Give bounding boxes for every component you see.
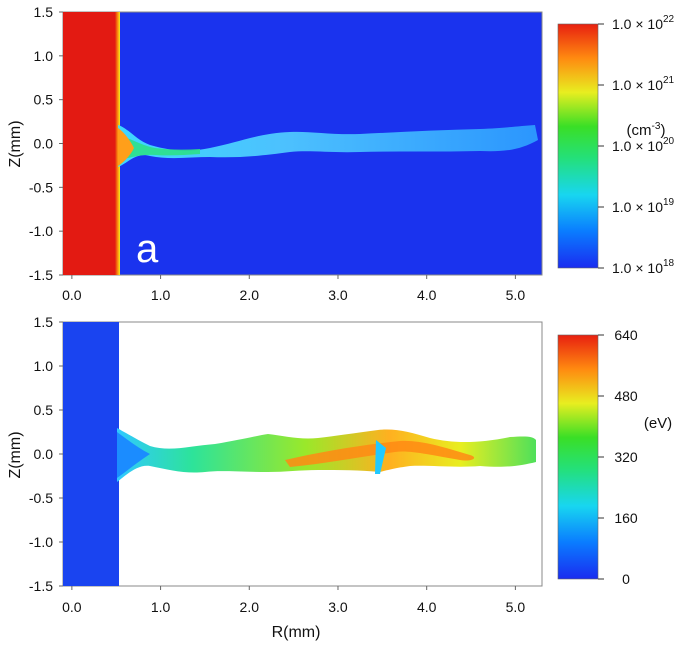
y-tick-label: -1.5: [29, 578, 53, 594]
colorbar-tick-label: 1.0 × 1022: [612, 14, 675, 32]
colorbar-unit-b: (eV): [644, 415, 672, 432]
x-tick-label: 0.0: [62, 599, 82, 615]
x-tick-label: 1.0: [151, 599, 171, 615]
colorbar-tick-label: 320: [614, 449, 638, 465]
colorbar-unit-a: (cm-3): [627, 121, 666, 139]
x-tick-label: 5.0: [506, 599, 526, 615]
y-tick-label: -0.5: [29, 179, 53, 195]
x-tick-label: 5.0: [506, 287, 526, 303]
y-tick-label: -1.5: [29, 267, 53, 283]
jet-branch-b: [375, 440, 386, 474]
y-tick-label: 1.0: [34, 48, 54, 64]
x-tick-label: 4.0: [417, 599, 437, 615]
x-tick-label: 3.0: [328, 599, 348, 615]
colorbar-tick-label: 160: [614, 510, 638, 526]
colorbar-tick-label: 640: [614, 327, 638, 343]
colorbar-ticks-a: 1.0 × 1022 1.0 × 1021 1.0 × 1020 1.0 × 1019…: [598, 14, 675, 276]
y-tick-label: 1.5: [34, 314, 54, 330]
colorbar-tick-label: 1.0 × 1019: [612, 197, 675, 215]
x-tick-label: 0.0: [62, 287, 82, 303]
y-tick-label: -0.5: [29, 490, 53, 506]
ylabel-a: Z(mm): [7, 120, 24, 167]
x-tick-label: 2.0: [240, 599, 260, 615]
jet-root-b: [117, 432, 150, 478]
y-tick-label: 1.0: [34, 358, 54, 374]
panel-label-b: b: [136, 540, 158, 584]
panel-b: b: [62, 321, 543, 587]
colorbar-tick-label: 480: [614, 388, 638, 404]
y-tick-label: -1.0: [29, 534, 53, 550]
panel-a: a: [62, 11, 543, 276]
colorbar-ticks-b: 640 480 320 160 0: [598, 327, 638, 587]
colorbar-tick-label: 1.0 × 1020: [612, 136, 675, 154]
y-tick-label: 0.5: [34, 402, 54, 418]
xlabel-b: R(mm): [272, 624, 321, 641]
y-tick-label: 1.5: [34, 4, 54, 20]
x-tick-label: 4.0: [417, 287, 437, 303]
target-region-b: [63, 322, 119, 586]
ylabel-b: Z(mm): [7, 431, 24, 478]
axes-b: 0.0 1.0 2.0 3.0 4.0 5.0 1.5 1.0 0.5 0.0 -0.5 -1.0 -1…: [29, 314, 525, 615]
colorbar-a: [557, 23, 599, 269]
x-tick-label: 3.0: [328, 287, 348, 303]
target-region-a: [63, 12, 116, 275]
panel-label-a: a: [136, 227, 159, 271]
jet-plume-a: [118, 125, 538, 167]
x-tick-label: 1.0: [151, 287, 171, 303]
y-tick-label: 0.0: [34, 446, 54, 462]
y-tick-label: -1.0: [29, 223, 53, 239]
y-tick-label: 0.5: [34, 92, 54, 108]
colorbar-tick-label: 1.0 × 1018: [612, 258, 675, 276]
colorbar-tick-label: 1.0 × 1021: [612, 75, 675, 93]
colorbar-b: [557, 334, 599, 580]
axes-a: 0.0 1.0 2.0 3.0 4.0 5.0 1.5 1.0 0.5 0.0 -0.5 -1.0 -1…: [29, 4, 525, 303]
jet-core-a: [118, 135, 200, 160]
target-edge-a: [115, 12, 120, 275]
colorbar-tick-label: 0: [622, 571, 630, 587]
y-tick-label: 0.0: [34, 136, 54, 152]
x-tick-label: 2.0: [240, 287, 260, 303]
jet-root-a: [118, 128, 134, 166]
